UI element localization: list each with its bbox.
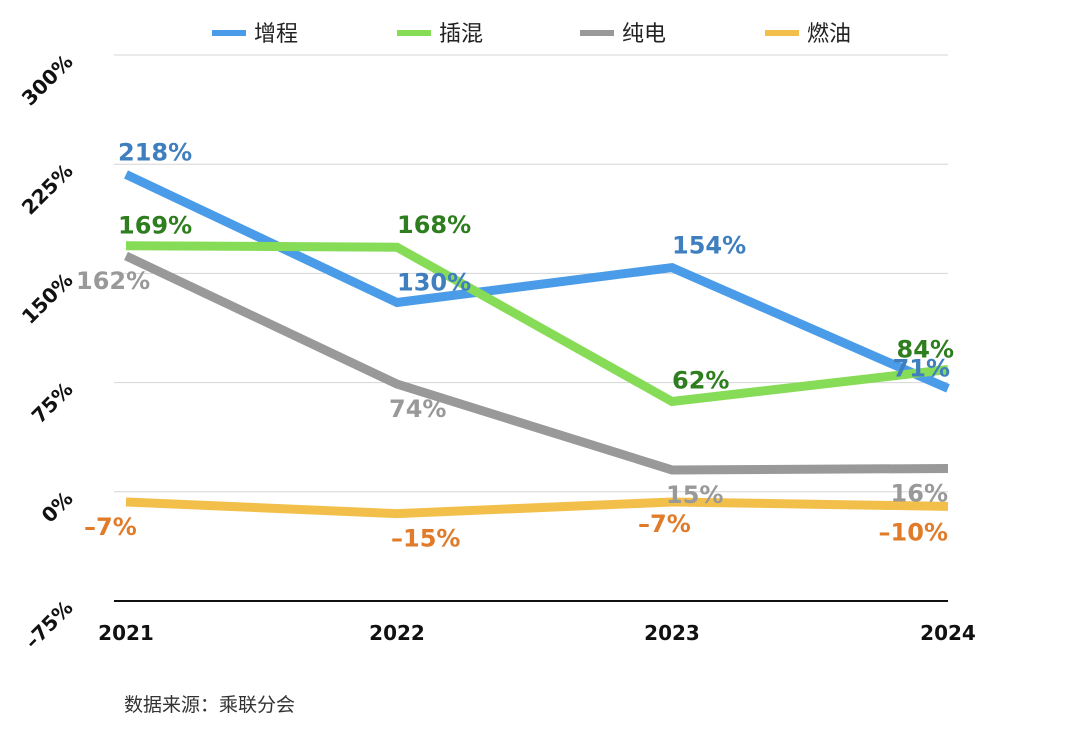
legend: 增程 插混 纯电 燃油 xyxy=(212,22,851,47)
data-label: 62% xyxy=(672,367,729,395)
data-label: 218% xyxy=(118,138,192,166)
x-axis: 2021 2022 2023 2024 xyxy=(98,621,976,645)
legend-label: 纯电 xyxy=(622,22,666,47)
data-label: –15% xyxy=(391,525,460,553)
data-label: 168% xyxy=(397,211,471,239)
x-tick-label: 2024 xyxy=(920,621,976,645)
y-tick-label: 75% xyxy=(27,377,78,428)
legend-label: 燃油 xyxy=(807,22,851,47)
y-tick-label: 150% xyxy=(17,268,78,329)
data-label: 130% xyxy=(397,269,471,297)
y-tick-label: –75% xyxy=(20,596,78,654)
x-tick-label: 2022 xyxy=(369,621,425,645)
data-label: 169% xyxy=(118,212,192,240)
y-axis: 300% 225% 150% 75% 0% –75% xyxy=(17,50,78,654)
data-label: –7% xyxy=(638,510,691,538)
y-tick-label: 300% xyxy=(17,50,78,111)
series-line xyxy=(124,170,950,393)
gridlines xyxy=(114,54,948,602)
source-note: 数据来源：乘联分会 xyxy=(124,694,296,716)
series-lines xyxy=(124,170,950,519)
data-labels: 218% 130% 154% 71% 169% 168% 62% 84% 162% 74% 15% 1… xyxy=(76,138,954,552)
series-line xyxy=(125,497,949,519)
series-line xyxy=(125,241,949,407)
data-label: 15% xyxy=(666,481,723,509)
x-tick-label: 2021 xyxy=(98,621,154,645)
legend-label: 增程 xyxy=(254,22,298,47)
data-label: –7% xyxy=(84,513,137,541)
data-label: 16% xyxy=(891,480,948,508)
data-label: 162% xyxy=(76,267,150,295)
y-tick-label: 225% xyxy=(17,159,78,220)
data-label: 71% xyxy=(893,354,950,382)
series-line xyxy=(124,251,949,475)
data-label: 84% xyxy=(897,335,954,363)
y-tick-label: 0% xyxy=(37,486,78,527)
data-label: 154% xyxy=(672,232,746,260)
data-label: –10% xyxy=(879,518,948,546)
x-tick-label: 2023 xyxy=(644,621,700,645)
data-label: 74% xyxy=(389,395,446,423)
legend-label: 插混 xyxy=(439,22,483,47)
